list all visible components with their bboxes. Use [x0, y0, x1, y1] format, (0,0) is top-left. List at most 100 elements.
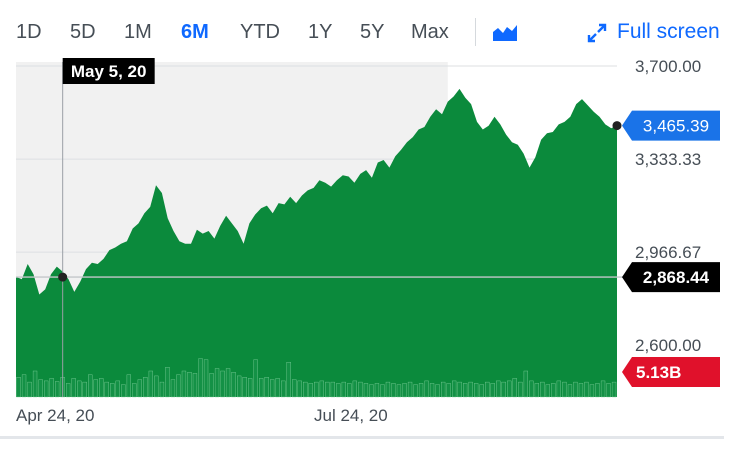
volume-bar — [259, 378, 264, 398]
volume-bar — [396, 384, 402, 398]
volume-bar — [584, 381, 589, 398]
volume-bar — [132, 383, 137, 398]
toolbar-divider — [475, 18, 476, 46]
volume-bar — [99, 378, 104, 398]
range-1y-button[interactable]: 1Y — [308, 21, 333, 43]
volume-bar — [507, 380, 512, 398]
volume-bar — [523, 370, 529, 398]
volume-bar — [512, 378, 517, 398]
volume-bar — [606, 383, 611, 398]
crosshair-date-label: May 5, 20 — [71, 62, 147, 81]
toolbar: 1D 5D 1M 6M YTD 1Y 5Y Max Full screen — [0, 0, 734, 60]
volume-bar — [104, 381, 109, 398]
volume-bar — [540, 381, 545, 398]
volume-badge — [622, 357, 720, 387]
range-6m-button[interactable]: 6M — [181, 21, 209, 43]
volume-bar — [286, 362, 291, 398]
volume-bar — [446, 383, 451, 398]
y-tick-label: 2,966.67 — [635, 243, 701, 262]
volume-bar — [347, 383, 352, 398]
volume-bar — [441, 381, 446, 398]
volume-bar — [556, 380, 562, 398]
volume-bar — [385, 381, 391, 398]
volume-bar — [154, 375, 159, 398]
crosshair-price-label: 2,868.44 — [643, 268, 710, 287]
current-price-badge — [622, 110, 720, 141]
volume-bar — [611, 381, 617, 398]
current-price-point — [612, 121, 622, 131]
y-tick-label: 3,700.00 — [635, 57, 701, 76]
volume-bar — [341, 381, 346, 398]
volume-bar — [115, 380, 120, 398]
volume-bar — [44, 380, 49, 398]
volume-bar — [270, 379, 275, 398]
volume-bar — [281, 380, 286, 398]
volume-bar — [452, 380, 457, 398]
volume-bar — [71, 378, 76, 398]
volume-bar — [429, 383, 435, 398]
volume-bar — [402, 383, 407, 398]
volume-bar — [209, 373, 214, 398]
crosshair-price-badge — [622, 262, 720, 293]
volume-bar — [529, 380, 534, 398]
volume-bar — [82, 381, 87, 398]
volume-bar — [308, 383, 313, 398]
volume-bar — [247, 378, 253, 398]
volume-bar — [16, 377, 21, 398]
range-1d-button[interactable]: 1D — [16, 21, 42, 43]
volume-bar — [65, 383, 71, 398]
volume-bar — [391, 383, 396, 398]
volume-bar — [165, 367, 170, 398]
volume-bar — [545, 384, 551, 398]
volume-bar — [567, 384, 573, 398]
volume-bar — [55, 381, 60, 398]
volume-bar — [198, 358, 203, 398]
volume-bar — [292, 379, 297, 398]
volume-bar — [358, 381, 363, 398]
volume-bar — [49, 378, 54, 398]
volume-bar — [551, 383, 556, 398]
range-5y-button[interactable]: 5Y — [360, 21, 385, 43]
volume-bar — [468, 381, 473, 398]
x-tick-label: Jul 24, 20 — [314, 406, 388, 425]
volume-bar — [407, 381, 413, 398]
volume-bar — [143, 377, 148, 398]
price-area — [16, 88, 617, 398]
volume-bar — [474, 383, 479, 398]
volume-bar — [110, 383, 115, 398]
mountain-chart-icon[interactable] — [492, 22, 518, 42]
volume-bar — [496, 380, 501, 398]
volume-bar — [170, 379, 176, 398]
volume-bar — [303, 381, 308, 398]
volume-bar — [21, 374, 27, 398]
range-max-button[interactable]: Max — [411, 21, 449, 43]
volume-bar — [126, 374, 132, 398]
volume-bar — [330, 381, 335, 398]
volume-bar — [595, 383, 600, 398]
volume-bar — [192, 373, 198, 398]
volume-bar — [325, 381, 330, 398]
range-1m-button[interactable]: 1M — [124, 21, 152, 43]
fullscreen-label: Full screen — [617, 20, 720, 43]
volume-bar — [137, 379, 142, 398]
volume-bar — [231, 372, 236, 398]
volume-bar — [479, 384, 484, 398]
volume-bar — [203, 359, 209, 398]
volume-bar — [578, 383, 584, 398]
volume-bar — [424, 380, 429, 398]
volume-bar — [77, 380, 82, 398]
volume-bar — [32, 370, 38, 398]
volume-bar — [319, 380, 324, 398]
current-price-label: 3,465.39 — [643, 117, 709, 136]
volume-bar — [148, 370, 153, 398]
range-ytd-button[interactable]: YTD — [240, 21, 280, 43]
volume-bar — [352, 380, 357, 398]
volume-bar — [38, 379, 43, 398]
volume-bar — [181, 370, 187, 398]
volume-bar — [187, 372, 192, 398]
volume-bar — [88, 374, 93, 398]
range-5d-button[interactable]: 5D — [70, 21, 96, 43]
volume-bar — [225, 368, 231, 398]
volume-bar — [297, 380, 302, 398]
